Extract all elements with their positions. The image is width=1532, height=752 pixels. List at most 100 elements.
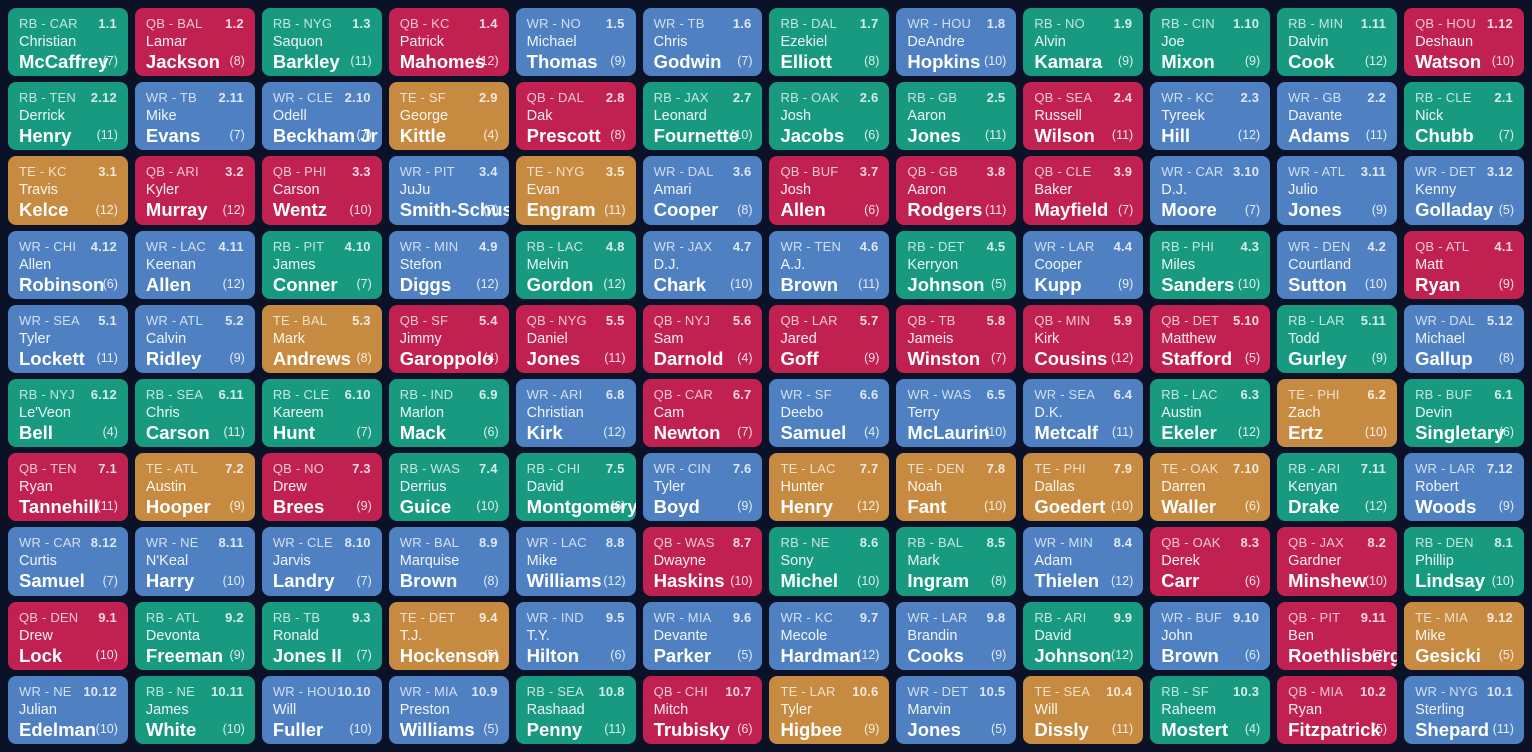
player-card[interactable]: RB - IND 6.9 Marlon Mack (6) bbox=[388, 378, 509, 448]
player-card[interactable]: RB - LAC 6.3 Austin Ekeler (12) bbox=[1150, 378, 1271, 448]
player-card[interactable]: WR - MIA 10.9 Preston Williams (5) bbox=[388, 675, 509, 744]
player-card[interactable]: RB - NE 8.6 Sony Michel (10) bbox=[769, 527, 890, 596]
player-card[interactable]: WR - SEA 5.1 Tyler Lockett (11) bbox=[8, 304, 128, 373]
player-card[interactable]: QB - DET 5.10 Matthew Stafford (5) bbox=[1150, 304, 1271, 373]
player-card[interactable]: QB - CLE 3.9 Baker Mayfield (7) bbox=[1023, 156, 1144, 225]
player-card[interactable]: QB - PIT 9.11 BenRoethlisberger(7) bbox=[1277, 601, 1398, 670]
player-card[interactable]: WR - DET 10.5 Marvin Jones (5) bbox=[896, 675, 1017, 744]
player-card[interactable]: RB - WAS 7.4 Derrius Guice (10) bbox=[388, 453, 509, 522]
player-card[interactable]: QB - CHI 10.7 Mitch Trubisky (6) bbox=[642, 675, 763, 744]
player-card[interactable]: TE - SF 2.9 George Kittle (4) bbox=[388, 82, 509, 151]
player-card[interactable]: RB - TEN 2.12 Derrick Henry (11) bbox=[8, 82, 128, 151]
player-card[interactable]: WR - NO 1.5 Michael Thomas (9) bbox=[515, 8, 636, 77]
player-card[interactable]: TE - BAL 5.3 Mark Andrews (8) bbox=[261, 304, 382, 373]
player-card[interactable]: RB - NYG 1.3 Saquon Barkley (11) bbox=[261, 8, 382, 77]
player-card[interactable]: WR - DAL 3.6 Amari Cooper (8) bbox=[642, 156, 763, 225]
player-card[interactable]: RB - NO 1.9 Alvin Kamara (9) bbox=[1023, 8, 1144, 77]
player-card[interactable]: RB - CHI 7.5 David Montgomery (6) bbox=[515, 453, 636, 522]
player-card[interactable]: RB - DAL 1.7 Ezekiel Elliott (8) bbox=[769, 8, 890, 77]
player-card[interactable]: RB - BUF 6.1 Devin Singletary (6) bbox=[1404, 378, 1524, 448]
player-card[interactable]: QB - WAS 8.7 Dwayne Haskins (10) bbox=[642, 527, 763, 596]
player-card[interactable]: WR - CLE 8.10 Jarvis Landry (7) bbox=[261, 527, 382, 596]
player-card[interactable]: RB - OAK 2.6 Josh Jacobs (6) bbox=[769, 82, 890, 151]
player-card[interactable]: RB - ATL 9.2 Devonta Freeman (9) bbox=[134, 601, 255, 670]
player-card[interactable]: WR - CAR 8.12 Curtis Samuel (7) bbox=[8, 527, 128, 596]
player-card[interactable]: QB - HOU 1.12 Deshaun Watson (10) bbox=[1404, 8, 1524, 77]
player-card[interactable]: TE - DEN 7.8 Noah Fant (10) bbox=[896, 453, 1017, 522]
player-card[interactable]: WR - IND 9.5 T.Y. Hilton (6) bbox=[515, 601, 636, 670]
player-card[interactable]: WR - CLE 2.10 Odell Beckham Jr (7) bbox=[261, 82, 382, 151]
player-card[interactable]: QB - LAR 5.7 Jared Goff (9) bbox=[769, 304, 890, 373]
player-card[interactable]: WR - LAC 8.8 Mike Williams (12) bbox=[515, 527, 636, 596]
player-card[interactable]: QB - GB 3.8 Aaron Rodgers (11) bbox=[896, 156, 1017, 225]
player-card[interactable]: WR - JAX 4.7 D.J. Chark (10) bbox=[642, 230, 763, 299]
player-card[interactable]: WR - MIN 8.4 Adam Thielen (12) bbox=[1023, 527, 1144, 596]
player-card[interactable]: WR - MIN 4.9 Stefon Diggs (12) bbox=[388, 230, 509, 299]
player-card[interactable]: WR - LAR 4.4 Cooper Kupp (9) bbox=[1023, 230, 1144, 299]
player-card[interactable]: RB - JAX 2.7 Leonard Fournette (10) bbox=[642, 82, 763, 151]
player-card[interactable]: RB - CAR 1.1 Christian McCaffrey (7) bbox=[8, 8, 128, 77]
player-card[interactable]: TE - PHI 6.2 Zach Ertz (10) bbox=[1277, 378, 1398, 448]
player-card[interactable]: QB - NYJ 5.6 Sam Darnold (4) bbox=[642, 304, 763, 373]
player-card[interactable]: TE - LAR 10.6 Tyler Higbee (9) bbox=[769, 675, 890, 744]
player-card[interactable]: RB - CIN 1.10 Joe Mixon (9) bbox=[1150, 8, 1271, 77]
player-card[interactable]: RB - DET 4.5 Kerryon Johnson (5) bbox=[896, 230, 1017, 299]
player-card[interactable]: RB - CLE 2.1 Nick Chubb (7) bbox=[1404, 82, 1524, 151]
player-card[interactable]: WR - HOU 10.10 Will Fuller (10) bbox=[261, 675, 382, 744]
player-card[interactable]: QB - BAL 1.2 Lamar Jackson (8) bbox=[134, 8, 255, 77]
player-card[interactable]: TE - SEA 10.4 Will Dissly (11) bbox=[1023, 675, 1144, 744]
player-card[interactable]: WR - ARI 6.8 Christian Kirk (12) bbox=[515, 378, 636, 448]
player-card[interactable]: QB - SEA 2.4 Russell Wilson (11) bbox=[1023, 82, 1144, 151]
player-card[interactable]: WR - DAL 5.12 Michael Gallup (8) bbox=[1404, 304, 1524, 373]
player-card[interactable]: TE - OAK 7.10 Darren Waller (6) bbox=[1150, 453, 1271, 522]
player-card[interactable]: WR - MIA 9.6 Devante Parker (5) bbox=[642, 601, 763, 670]
player-card[interactable]: WR - TB 2.11 Mike Evans (7) bbox=[134, 82, 255, 151]
player-card[interactable]: QB - MIN 5.9 Kirk Cousins (12) bbox=[1023, 304, 1144, 373]
player-card[interactable]: RB - ARI 7.11 Kenyan Drake (12) bbox=[1277, 453, 1398, 522]
player-card[interactable]: TE - DET 9.4 T.J. Hockenson (5) bbox=[388, 601, 509, 670]
player-card[interactable]: QB - OAK 8.3 Derek Carr (6) bbox=[1150, 527, 1271, 596]
player-card[interactable]: QB - TB 5.8 Jameis Winston (7) bbox=[896, 304, 1017, 373]
player-card[interactable]: QB - JAX 8.2 Gardner Minshew (10) bbox=[1277, 527, 1398, 596]
player-card[interactable]: WR - NYG 10.1 Sterling Shepard (11) bbox=[1404, 675, 1524, 744]
player-card[interactable]: WR - DET 3.12 Kenny Golladay (5) bbox=[1404, 156, 1524, 225]
player-card[interactable]: TE - ATL 7.2 Austin Hooper (9) bbox=[134, 453, 255, 522]
player-card[interactable]: QB - DAL 2.8 Dak Prescott (8) bbox=[515, 82, 636, 151]
player-card[interactable]: RB - MIN 1.11 Dalvin Cook (12) bbox=[1277, 8, 1398, 77]
player-card[interactable]: RB - NE 10.11 James White (10) bbox=[134, 675, 255, 744]
player-card[interactable]: WR - CHI 4.12 Allen Robinson (6) bbox=[8, 230, 128, 299]
player-card[interactable]: WR - BUF 9.10 John Brown (6) bbox=[1150, 601, 1271, 670]
player-card[interactable]: RB - SEA 10.8 Rashaad Penny (11) bbox=[515, 675, 636, 744]
player-card[interactable]: RB - LAC 4.8 Melvin Gordon (12) bbox=[515, 230, 636, 299]
player-card[interactable]: RB - LAR 5.11 Todd Gurley (9) bbox=[1277, 304, 1398, 373]
player-card[interactable]: RB - SEA 6.11 Chris Carson (11) bbox=[134, 378, 255, 448]
player-card[interactable]: RB - ARI 9.9 David Johnson (12) bbox=[1023, 601, 1144, 670]
player-card[interactable]: WR - WAS 6.5 Terry McLaurin (10) bbox=[896, 378, 1017, 448]
player-card[interactable]: QB - ATL 4.1 Matt Ryan (9) bbox=[1404, 230, 1524, 299]
player-card[interactable]: WR - LAC 4.11 Keenan Allen (12) bbox=[134, 230, 255, 299]
player-card[interactable]: WR - KC 2.3 Tyreek Hill (12) bbox=[1150, 82, 1271, 151]
player-card[interactable]: RB - TB 9.3 Ronald Jones II (7) bbox=[261, 601, 382, 670]
player-card[interactable]: WR - TEN 4.6 A.J. Brown (11) bbox=[769, 230, 890, 299]
player-card[interactable]: WR - CAR 3.10 D.J. Moore (7) bbox=[1150, 156, 1271, 225]
player-card[interactable]: WR - NE 10.12 Julian Edelman (10) bbox=[8, 675, 128, 744]
player-card[interactable]: RB - BAL 8.5 Mark Ingram (8) bbox=[896, 527, 1017, 596]
player-card[interactable]: WR - BAL 8.9 Marquise Brown (8) bbox=[388, 527, 509, 596]
player-card[interactable]: QB - CAR 6.7 Cam Newton (7) bbox=[642, 378, 763, 448]
player-card[interactable]: WR - SF 6.6 Deebo Samuel (4) bbox=[769, 378, 890, 448]
player-card[interactable]: RB - PHI 4.3 Miles Sanders (10) bbox=[1150, 230, 1271, 299]
player-card[interactable]: TE - NYG 3.5 Evan Engram (11) bbox=[515, 156, 636, 225]
player-card[interactable]: WR - CIN 7.6 Tyler Boyd (9) bbox=[642, 453, 763, 522]
player-card[interactable]: WR - HOU 1.8 DeAndre Hopkins (10) bbox=[896, 8, 1017, 77]
player-card[interactable]: WR - TB 1.6 Chris Godwin (7) bbox=[642, 8, 763, 77]
player-card[interactable]: RB - PIT 4.10 James Conner (7) bbox=[261, 230, 382, 299]
player-card[interactable]: WR - LAR 9.8 Brandin Cooks (9) bbox=[896, 601, 1017, 670]
player-card[interactable]: TE - PHI 7.9 Dallas Goedert (10) bbox=[1023, 453, 1144, 522]
player-card[interactable]: QB - ARI 3.2 Kyler Murray (12) bbox=[134, 156, 255, 225]
player-card[interactable]: RB - SF 10.3 Raheem Mostert (4) bbox=[1150, 675, 1271, 744]
player-card[interactable]: QB - SF 5.4 Jimmy Garoppolo (4) bbox=[388, 304, 509, 373]
player-card[interactable]: QB - NYG 5.5 Daniel Jones (11) bbox=[515, 304, 636, 373]
player-card[interactable]: WR - NE 8.11 N'Keal Harry (10) bbox=[134, 527, 255, 596]
player-card[interactable]: RB - DEN 8.1 Phillip Lindsay (10) bbox=[1404, 527, 1524, 596]
